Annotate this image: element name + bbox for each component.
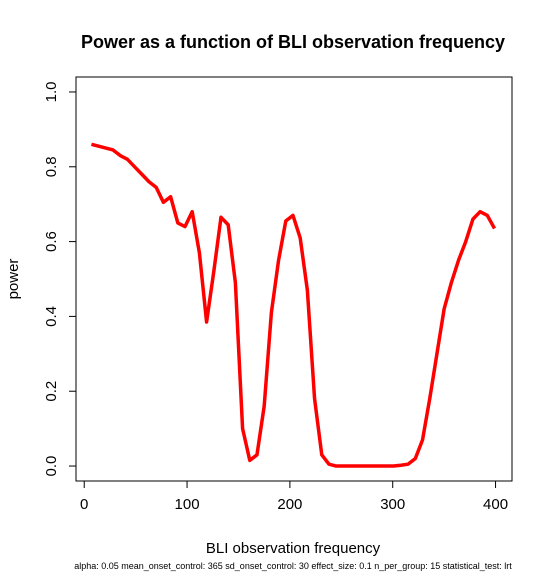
y-tick-label: 0.6 <box>43 231 60 252</box>
x-tick-label: 100 <box>175 496 200 513</box>
x-tick-label: 0 <box>80 496 88 513</box>
x-axis-label: BLI observation frequency <box>206 540 381 557</box>
footnote: alpha: 0.05 mean_onset_control: 365 sd_o… <box>74 561 512 571</box>
plot-box <box>75 76 513 482</box>
x-tick-label: 400 <box>483 496 508 513</box>
y-tick-label: 0.4 <box>43 306 60 327</box>
x-tick-label: 300 <box>380 496 405 513</box>
y-tick-label: 0.0 <box>43 456 60 477</box>
y-tick-label: 0.8 <box>43 156 60 177</box>
y-axis-label: power <box>5 259 22 300</box>
x-tick-label: 200 <box>277 496 302 513</box>
y-tick-label: 0.2 <box>43 381 60 402</box>
chart-title: Power as a function of BLI observation f… <box>81 32 505 52</box>
data-line <box>90 142 497 468</box>
y-tick-label: 1.0 <box>43 82 60 103</box>
